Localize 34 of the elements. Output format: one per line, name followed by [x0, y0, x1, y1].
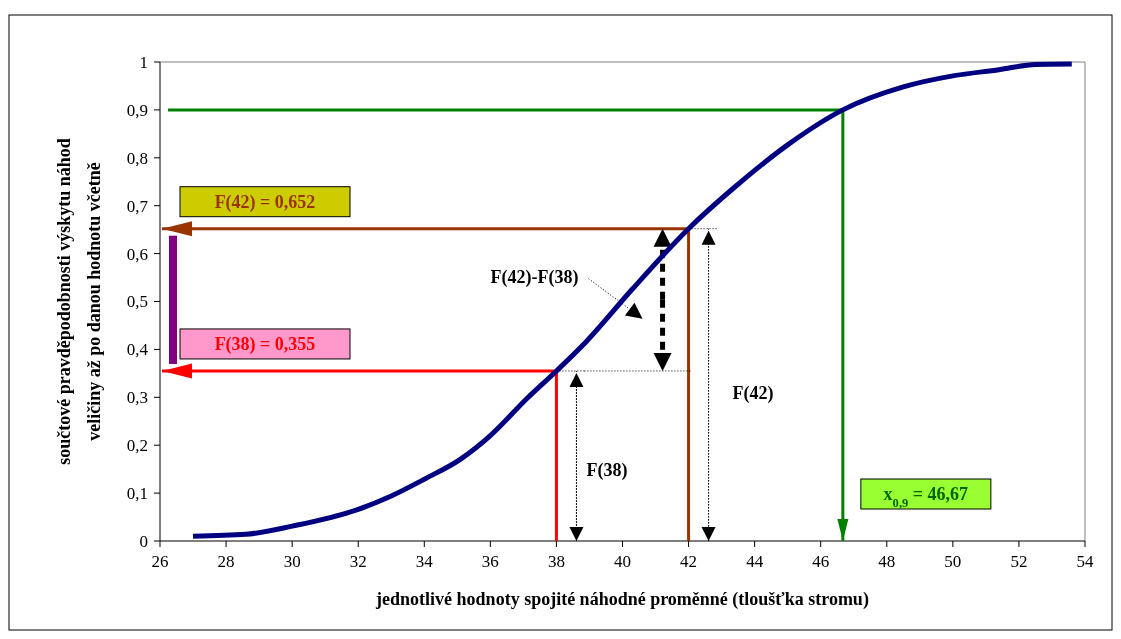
y-tick-label: 0,1 [126, 484, 148, 504]
annotation: F(38) = 0,355 [214, 333, 316, 355]
annotation: F(42) = 0,652 [214, 191, 316, 213]
annotation: F(42)-F(38) [490, 266, 579, 288]
annotation: F(42) [732, 382, 774, 404]
x-tick-label: 54 [1076, 552, 1094, 571]
x-tick-label: 36 [481, 552, 499, 571]
x-axis-title: jednotlivé hodnoty spojité náhodné proměnné (tloušťka stromu) [375, 589, 869, 610]
y-tick-label: 0,9 [126, 100, 148, 120]
y-tick-label: 0,8 [126, 148, 148, 168]
y-tick-label: 0,5 [126, 292, 148, 312]
x-tick-label: 26 [151, 552, 169, 571]
y-tick-label: 1 [139, 52, 148, 72]
annotation: x$_{0,9}$ = 46,67 [883, 484, 969, 510]
x-tick-label: 38 [547, 552, 565, 571]
x-tick-label: 52 [1010, 552, 1028, 571]
x-tick-label: 48 [878, 552, 896, 571]
y-axis-title: součtové pravděpodobnosti výskytu náhod veličiny až po danou hodnotu včetně [54, 138, 104, 465]
x-tick-label: 28 [217, 552, 235, 571]
x-tick-label: 50 [944, 552, 962, 571]
x-tick-label: 34 [415, 552, 434, 571]
y-tick-label: 0,2 [126, 436, 148, 456]
x-tick-label: 32 [349, 552, 367, 571]
x-tick-label: 30 [283, 552, 301, 571]
x-tick-label: 40 [614, 552, 631, 571]
y-tick-label: 0,3 [126, 388, 148, 408]
y-tick-label: 0,4 [126, 340, 149, 360]
annotation: F(38) [586, 459, 628, 481]
y-tick-label: 0,7 [126, 196, 149, 216]
x-tick-label: 46 [812, 552, 830, 571]
x-tick-label: 42 [680, 552, 698, 571]
y-tick-label: 0,6 [126, 244, 148, 264]
y-tick-label: 0 [139, 531, 148, 551]
x-tick-label: 44 [746, 552, 764, 571]
